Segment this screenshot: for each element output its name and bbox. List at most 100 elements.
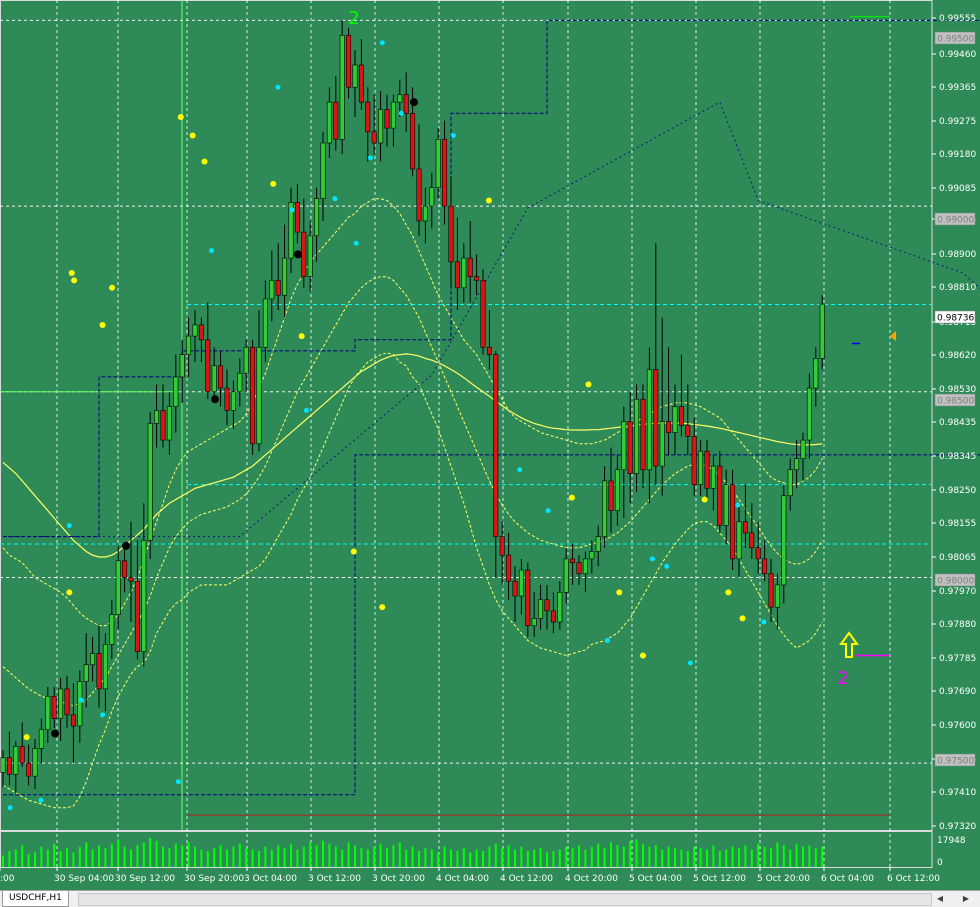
bear-candle (653, 369, 659, 467)
y-tick-label: 0.98155 (939, 519, 976, 529)
y-tick-label: 0.98065 (939, 553, 976, 563)
bear-candle (717, 465, 723, 526)
wave-label-bottom: 2 (837, 668, 848, 689)
annotations: 2 2 (348, 8, 859, 689)
yellow-fractal-dot (701, 496, 708, 503)
bear-candle (678, 406, 684, 426)
yellow-fractal-dot (201, 158, 208, 165)
y-tick-label: 0.98530 (939, 385, 976, 395)
chart-tab[interactable]: USDCHF,H1 (2, 891, 69, 907)
bull-candle (38, 729, 44, 749)
level-lines (0, 0, 932, 830)
bear-candle (250, 346, 256, 445)
bear-candle (685, 424, 691, 437)
bear-candle (96, 653, 102, 690)
bear-candle (224, 387, 230, 411)
cyan-fractal-dot (367, 155, 373, 161)
bull-candle (288, 202, 294, 259)
x-tick-label: 3 Oct 12:00 (308, 874, 361, 884)
bull-candle (141, 540, 147, 653)
bull-candle (794, 458, 800, 471)
bull-candle (115, 560, 121, 615)
y-tick-label: 0.97970 (939, 587, 976, 597)
bull-candle (659, 421, 665, 467)
bull-candle (634, 398, 640, 474)
bull-candle (179, 354, 185, 378)
bull-candle (237, 372, 243, 393)
bear-candle (134, 580, 140, 653)
bear-candle (525, 569, 531, 627)
bull-candle (563, 558, 569, 593)
bear-candle (512, 580, 518, 597)
yellow-fractal-dot (99, 321, 106, 328)
bear-candle (608, 480, 614, 511)
bull-candle (58, 688, 64, 719)
scroll-right-icon[interactable]: ▶ (962, 894, 970, 903)
y-tick-label: 0.97880 (939, 620, 976, 630)
bear-candle (275, 280, 281, 296)
y-tick-label: 0.98620 (939, 351, 976, 361)
x-tick-label: 30 Sep 12:00 (115, 874, 175, 884)
bear-candle (416, 168, 422, 222)
bear-candle (410, 112, 416, 170)
horizontal-scrollbar[interactable] (78, 893, 932, 906)
bear-candle (442, 138, 448, 207)
current-price-label: 0.98736 (934, 310, 976, 324)
x-tick-label: 4 Oct 20:00 (565, 874, 618, 884)
bull-candle (614, 469, 620, 511)
bear-candle (454, 261, 460, 289)
yellow-fractal-dot (109, 284, 116, 291)
x-tick-label: 3 Oct 20:00 (372, 874, 425, 884)
bear-candle (403, 94, 409, 114)
y-tick-label: 0.97785 (939, 654, 976, 664)
bear-candle (762, 558, 768, 575)
bull-candle (211, 365, 217, 393)
bear-candle (666, 421, 672, 433)
scroll-left-icon[interactable]: ◀ (936, 894, 944, 903)
bull-candle (390, 101, 396, 129)
bull-candle (518, 569, 524, 597)
bull-candle (102, 644, 108, 690)
volume-axis-label: 17948 (937, 836, 966, 846)
price-label: 0.99000 (934, 212, 976, 226)
bear-candle (730, 484, 736, 560)
moving-average-line (2, 353, 823, 558)
bull-candle (646, 369, 652, 471)
bear-candle (128, 577, 134, 582)
yellow-fractal-dot (298, 333, 305, 340)
bear-candle (493, 354, 499, 537)
y-tick-label: 0.97600 (939, 721, 976, 731)
axes: 0.99555 0.99460 0.99365 0.99275 0.99180 0.990… (0, 14, 976, 884)
y-tick-label: 0.99460 (939, 50, 976, 60)
bull-candle (589, 551, 595, 560)
bull-candle (723, 484, 729, 526)
bear-candle (371, 131, 377, 144)
bull-candle (538, 599, 544, 619)
bull-candle (173, 376, 179, 407)
volume-axis-label: 0 (937, 858, 943, 868)
cyan-fractal-dot (545, 508, 551, 514)
x-tick-label: 30 Sep 20:00 (184, 874, 244, 884)
x-tick-label: 4 Oct 04:00 (436, 874, 489, 884)
bull-candle (326, 101, 332, 144)
price-label-text: 0.97500 (937, 757, 974, 767)
y-tick-label: 0.98250 (939, 486, 976, 496)
yellow-fractal-dot (585, 381, 592, 388)
price-label-box (934, 573, 976, 587)
cyan-fractal-dot (353, 240, 359, 246)
yellow-fractal-dot (485, 197, 492, 204)
black-pivot-dot (410, 98, 418, 107)
price-label-box (934, 393, 976, 407)
bull-candle (186, 335, 192, 355)
bull-candle (320, 142, 326, 199)
bull-candle (262, 298, 268, 348)
bear-candle (160, 410, 166, 441)
cyan-fractal-dot (209, 248, 215, 254)
volume-panel: 17948 0 (2, 836, 966, 868)
yellow-fractal-dot (189, 132, 196, 139)
bear-candle (474, 276, 480, 281)
x-tick-label: 3 Oct 04:00 (244, 874, 297, 884)
cyan-fractal-dot (303, 407, 309, 413)
cyan-fractal-dot (78, 697, 84, 703)
